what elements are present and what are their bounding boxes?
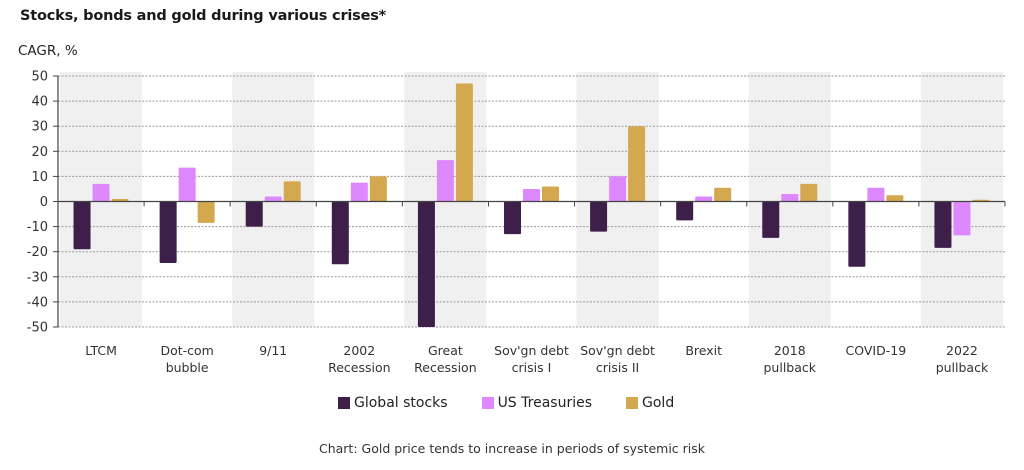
x-category-label: Recession <box>414 360 476 375</box>
bar-us-treasuries <box>781 193 799 202</box>
y-tick-label: -10 <box>27 220 48 235</box>
bar-gold <box>886 195 904 202</box>
legend-item-global-stocks: Global stocks <box>338 395 448 411</box>
bar-us-treasuries <box>436 160 454 202</box>
y-tick-label: 40 <box>31 95 48 110</box>
bar-gold <box>111 198 129 202</box>
y-tick-label: 20 <box>31 145 48 160</box>
legend-label: Gold <box>642 395 675 411</box>
bar-gold <box>714 187 732 202</box>
legend-item-us-treasuries: US Treasuries <box>481 395 593 411</box>
y-tick-label: -50 <box>27 321 48 336</box>
bar-us-treasuries <box>264 196 282 202</box>
bar-us-treasuries <box>92 183 110 202</box>
bar-global-stocks <box>159 201 177 263</box>
bar-global-stocks <box>934 201 952 248</box>
bar-global-stocks <box>245 201 263 227</box>
bar-global-stocks <box>848 201 866 267</box>
x-category-label: Great <box>428 343 463 358</box>
bar-global-stocks <box>762 201 780 238</box>
bar-gold <box>369 176 387 202</box>
chart-caption: Chart: Gold price tends to increase in p… <box>318 441 706 456</box>
bar-global-stocks <box>676 201 694 221</box>
bar-global-stocks <box>590 201 608 232</box>
legend: Global stocks US Treasuries Gold <box>338 395 674 411</box>
y-tick-label: -20 <box>27 245 48 260</box>
bar-us-treasuries <box>953 201 971 236</box>
bar-us-treasuries <box>178 167 196 202</box>
x-category-label: 2002 <box>343 343 375 358</box>
chart-title: Stocks, bonds and gold during various cr… <box>20 8 387 24</box>
legend-swatch-global-stocks <box>338 397 350 409</box>
x-category-label: COVID-19 <box>846 343 907 358</box>
bar-chart: 50 40 30 20 10 0 -10 -20 -30 -40 -50 LTCM Dot-com bub… <box>27 70 1006 375</box>
x-category-label: Sov'gn debt <box>494 343 569 358</box>
bar-gold <box>197 201 215 223</box>
x-category-label: Sov'gn debt <box>580 343 655 358</box>
bar-gold <box>800 183 818 202</box>
bar-gold <box>542 186 559 202</box>
y-tick-label: -40 <box>27 295 48 310</box>
bar-us-treasuries <box>350 182 368 202</box>
x-category-label: 2022 <box>946 343 978 358</box>
x-category-label: bubble <box>166 360 209 375</box>
y-tick-label: -30 <box>27 270 48 285</box>
x-category-label: pullback <box>764 360 817 375</box>
bar-gold <box>283 181 301 202</box>
y-axis-label: CAGR, % <box>18 43 78 59</box>
bar-us-treasuries <box>523 188 540 202</box>
x-category-label: Dot-com <box>160 343 213 358</box>
legend-item-gold: Gold <box>626 395 674 411</box>
legend-label: Global stocks <box>354 395 448 411</box>
legend-swatch-us-treasuries <box>481 397 494 409</box>
bar-global-stocks <box>331 201 349 265</box>
x-category-label: LTCM <box>85 343 117 358</box>
y-tick-label: 10 <box>31 170 48 185</box>
x-category-label: 9/11 <box>259 343 287 358</box>
legend-label: US Treasuries <box>497 395 593 411</box>
y-tick-label: 0 <box>40 195 48 210</box>
category-band <box>920 72 1003 327</box>
x-category-label: pullback <box>936 360 989 375</box>
bar-global-stocks <box>504 201 521 235</box>
y-tick-label: 30 <box>31 120 48 135</box>
x-category-label: 2018 <box>774 343 806 358</box>
bar-us-treasuries <box>695 196 713 202</box>
bar-us-treasuries <box>867 187 885 202</box>
bar-global-stocks <box>417 201 435 327</box>
bar-global-stocks <box>73 201 91 250</box>
bar-us-treasuries <box>609 176 627 202</box>
y-tick-label: 50 <box>31 70 48 85</box>
legend-swatch-gold <box>626 397 639 409</box>
bar-gold <box>455 83 473 202</box>
x-category-label: Recession <box>328 360 390 375</box>
x-category-label: crisis I <box>512 360 552 375</box>
x-category-label: Brexit <box>685 343 722 358</box>
bar-gold <box>628 126 646 202</box>
x-category-label: crisis II <box>596 360 639 375</box>
